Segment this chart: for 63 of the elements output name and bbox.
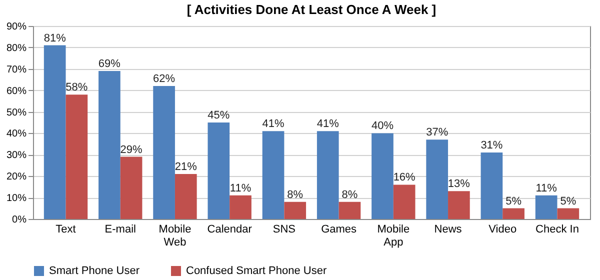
legend-label: Smart Phone User <box>49 265 140 277</box>
y-tick-label: 0% <box>12 214 27 226</box>
y-tick-label: 40% <box>6 128 27 140</box>
bar <box>120 156 142 219</box>
bar <box>535 195 558 219</box>
x-tick-label: Games <box>321 224 358 236</box>
data-label: 40% <box>371 120 394 132</box>
bar <box>208 122 230 219</box>
bar <box>66 94 88 219</box>
x-tick-label: Mobile Web <box>158 224 192 248</box>
data-label: 31% <box>480 140 503 152</box>
data-label: 16% <box>393 172 416 184</box>
x-tick-label: Check In <box>536 224 579 236</box>
bar <box>557 208 580 219</box>
data-label: 5% <box>506 195 522 208</box>
data-label: 62% <box>153 73 176 86</box>
bar <box>316 131 339 219</box>
data-label: 8% <box>287 188 304 201</box>
bar <box>44 45 66 219</box>
data-label: 41% <box>316 118 340 130</box>
legend-label: Confused Smart Phone User <box>186 265 327 277</box>
y-tick-label: 10% <box>6 193 27 204</box>
y-tick-label: 80% <box>6 42 27 54</box>
y-tick-label: 60% <box>6 86 27 97</box>
data-label: 45% <box>208 110 230 122</box>
x-tick-label: SNS <box>272 224 296 236</box>
bar <box>338 202 361 219</box>
bar <box>284 202 306 219</box>
x-tick-label: Text <box>56 224 76 236</box>
data-label: 81% <box>44 32 66 44</box>
data-label: 58% <box>66 82 88 94</box>
data-label: 8% <box>342 188 358 201</box>
x-tick-label: News <box>434 224 462 236</box>
bar <box>502 208 524 219</box>
bar <box>393 184 416 219</box>
bar <box>174 174 197 219</box>
y-tick-label: 70% <box>6 64 27 76</box>
y-tick-label: 20% <box>6 172 27 183</box>
y-tick-label: 30% <box>6 150 27 162</box>
y-tick-label: 90% <box>6 22 27 32</box>
data-label: 69% <box>98 58 121 70</box>
x-tick-label: Video <box>488 224 517 236</box>
y-tick-label: 50% <box>6 107 27 118</box>
data-label: 41% <box>262 118 284 130</box>
data-label: 37% <box>426 126 448 139</box>
bar <box>98 71 120 219</box>
bar <box>480 152 503 219</box>
bar <box>262 131 284 219</box>
chart-title: [ Activities Done At Least Once A Week ] <box>186 2 436 17</box>
data-label: 5% <box>560 195 576 208</box>
x-tick-label: E-mail <box>104 224 136 236</box>
bar <box>372 133 394 219</box>
x-tick-label: Mobile App <box>377 224 410 248</box>
data-label: 21% <box>174 160 198 173</box>
x-tick-label: Calendar <box>207 224 252 236</box>
bar <box>448 191 470 219</box>
bar <box>153 86 175 219</box>
data-label: 11% <box>230 182 252 194</box>
bar <box>426 140 448 219</box>
data-label: 29% <box>120 144 143 156</box>
data-label: 13% <box>448 178 470 190</box>
bar <box>230 195 252 219</box>
data-label: 11% <box>536 182 558 194</box>
